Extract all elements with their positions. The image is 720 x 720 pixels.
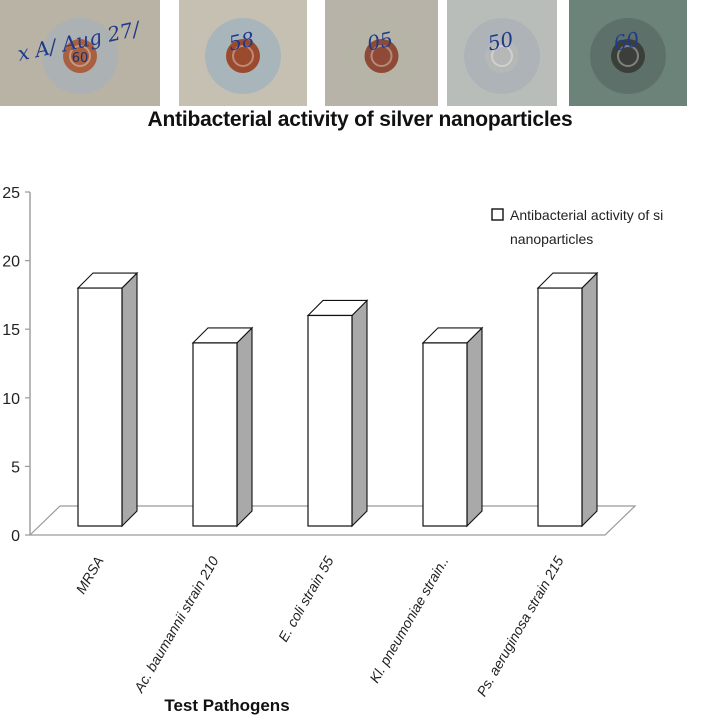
bar xyxy=(192,342,238,527)
plate-photo-image: x A/ Aug 27/60 xyxy=(0,0,160,106)
y-tick-label: 15 xyxy=(2,322,20,339)
y-tick-label: 5 xyxy=(11,459,20,476)
disk-highlight xyxy=(69,45,91,67)
bar xyxy=(422,342,468,527)
antibiotic-disk xyxy=(611,39,645,73)
plate-photo-image: 05 xyxy=(325,0,438,106)
bar-side xyxy=(236,326,253,528)
plate-photo: 50 xyxy=(447,0,557,106)
plate-label: 50 xyxy=(486,27,516,56)
disk-highlight xyxy=(232,45,254,67)
bar xyxy=(307,314,353,527)
x-tick-label: MRSA xyxy=(73,554,107,597)
disk-highlight xyxy=(491,45,513,67)
disk-highlight xyxy=(370,45,393,67)
antibiotic-disk xyxy=(364,39,399,73)
y-tick-label: 20 xyxy=(2,254,20,271)
bar xyxy=(537,287,583,527)
bar-side xyxy=(351,299,368,528)
plate-photo-image: 50 xyxy=(447,0,557,106)
y-tick-label: 25 xyxy=(2,185,20,202)
plate-photo: x A/ Aug 27/60 xyxy=(0,0,160,106)
figure-title: Antibacterial activity of silver nanopar… xyxy=(147,108,573,131)
plate-photo: 60 xyxy=(569,0,687,106)
y-tick-label: 0 xyxy=(11,528,20,545)
x-axis-label: Test Pathogens xyxy=(164,696,289,715)
plate-label: 05 xyxy=(365,27,395,56)
disk-highlight xyxy=(617,45,639,67)
bar-side xyxy=(581,271,598,528)
plate-label: 58 xyxy=(227,27,257,56)
plate-photo: 58 xyxy=(179,0,307,106)
plate-label: 60 xyxy=(612,27,642,56)
legend-label: nanoparticles xyxy=(510,231,593,247)
x-tick-label: E. coli strain 55 xyxy=(275,553,337,644)
legend-label: Antibacterial activity of si xyxy=(510,207,663,223)
plate-photo-image: 60 xyxy=(569,0,687,106)
y-tick-label: 10 xyxy=(2,391,20,408)
antibiotic-disk xyxy=(485,39,519,73)
legend-swatch xyxy=(491,208,504,221)
plate-photos: x A/ Aug 27/60 58 05 50 60 xyxy=(0,0,720,106)
plate-photo-image: 58 xyxy=(179,0,307,106)
bar xyxy=(77,287,123,527)
x-tick-label: Kl. pneumoniae strain.. xyxy=(366,554,451,686)
x-tick-label: Ac. baumannii strain 210 xyxy=(130,553,222,695)
antibiotic-disk xyxy=(63,39,97,73)
bar-side xyxy=(466,326,483,528)
plate-photo: 05 xyxy=(325,0,438,106)
antibiotic-disk xyxy=(226,39,260,73)
disk-label: 60 xyxy=(72,51,89,66)
bar-side xyxy=(121,271,138,528)
x-tick-label: Ps. aeruginosa strain 215 xyxy=(473,553,566,699)
